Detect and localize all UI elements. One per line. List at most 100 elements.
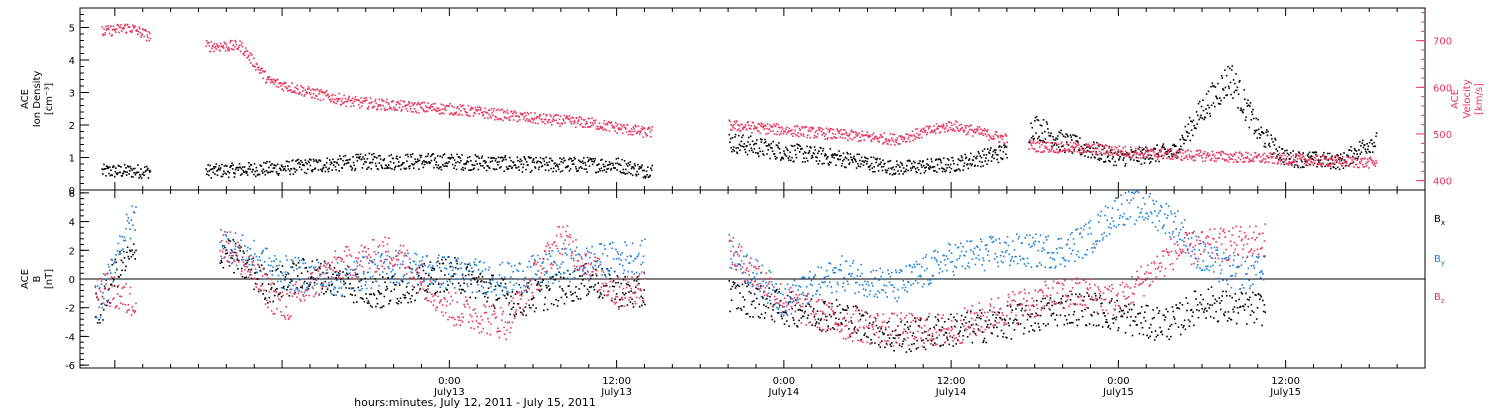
data-point-Bx bbox=[732, 286, 734, 288]
data-point-Bx bbox=[950, 314, 952, 316]
data-point-density bbox=[277, 164, 279, 166]
data-point-velocity bbox=[1203, 153, 1205, 155]
data-point-Bx bbox=[800, 310, 802, 312]
data-point-Bx bbox=[115, 262, 117, 264]
data-point-velocity bbox=[319, 91, 321, 93]
data-point-Bx bbox=[343, 281, 345, 283]
data-point-velocity bbox=[441, 112, 443, 114]
data-point-density bbox=[1214, 106, 1216, 108]
data-point-Bx bbox=[499, 298, 501, 300]
data-point-density bbox=[410, 154, 412, 156]
data-point-density bbox=[1196, 111, 1198, 113]
data-point-velocity bbox=[209, 45, 211, 47]
data-point-Bx bbox=[891, 342, 893, 344]
data-point-density bbox=[1369, 142, 1371, 144]
data-point-velocity bbox=[387, 102, 389, 104]
data-point-Bx bbox=[644, 304, 646, 306]
data-point-velocity bbox=[304, 94, 306, 96]
data-point-velocity bbox=[602, 127, 604, 129]
data-point-velocity bbox=[1317, 155, 1319, 157]
data-point-velocity bbox=[377, 106, 379, 108]
data-point-velocity bbox=[1056, 149, 1058, 151]
data-point-Bx bbox=[924, 331, 926, 333]
data-point-density bbox=[317, 161, 319, 163]
data-point-density bbox=[395, 166, 397, 168]
data-point-Bx bbox=[742, 296, 744, 298]
data-point-density bbox=[645, 177, 647, 179]
data-point-Bx bbox=[772, 319, 774, 321]
data-point-velocity bbox=[552, 120, 554, 122]
data-point-velocity bbox=[1228, 156, 1230, 158]
data-point-density bbox=[525, 159, 527, 161]
data-point-density bbox=[859, 160, 861, 162]
data-point-Bx bbox=[944, 321, 946, 323]
data-point-velocity bbox=[1060, 150, 1062, 152]
data-point-density bbox=[377, 169, 379, 171]
data-point-velocity bbox=[814, 135, 816, 137]
data-point-density bbox=[751, 147, 753, 149]
data-point-density bbox=[471, 169, 473, 171]
data-point-velocity bbox=[237, 49, 239, 51]
data-point-Bx bbox=[774, 321, 776, 323]
data-point-Bx bbox=[270, 289, 272, 291]
data-point-velocity bbox=[126, 32, 128, 34]
data-point-velocity bbox=[1304, 163, 1306, 165]
data-point-Bx bbox=[1084, 296, 1086, 298]
data-point-Bx bbox=[749, 291, 751, 293]
data-point-density bbox=[732, 149, 734, 151]
data-point-velocity bbox=[1313, 164, 1315, 166]
data-point-Bx bbox=[936, 337, 938, 339]
data-point-density bbox=[1364, 144, 1366, 146]
data-point-density bbox=[643, 170, 645, 172]
data-point-velocity bbox=[1166, 157, 1168, 159]
data-point-velocity bbox=[1209, 154, 1211, 156]
data-point-Bx bbox=[420, 277, 422, 279]
data-point-density bbox=[443, 165, 445, 167]
data-point-velocity bbox=[858, 132, 860, 134]
data-point-density bbox=[491, 160, 493, 162]
data-point-velocity bbox=[503, 111, 505, 113]
data-point-density bbox=[527, 164, 529, 166]
data-point-density bbox=[522, 171, 524, 173]
data-point-velocity bbox=[1139, 153, 1141, 155]
data-point-Bx bbox=[543, 310, 545, 312]
data-point-Bx bbox=[584, 285, 586, 287]
data-point-velocity bbox=[831, 128, 833, 130]
data-point-Bx bbox=[424, 290, 426, 292]
data-point-Bx bbox=[271, 287, 273, 289]
data-point-density bbox=[1111, 152, 1113, 154]
data-point-density bbox=[1211, 105, 1213, 107]
data-point-density bbox=[969, 158, 971, 160]
data-point-density bbox=[977, 165, 979, 167]
data-point-density bbox=[1265, 132, 1267, 134]
data-point-Bx bbox=[778, 312, 780, 314]
data-point-velocity bbox=[434, 103, 436, 105]
data-point-Bx bbox=[921, 340, 923, 342]
data-point-velocity bbox=[1278, 160, 1280, 162]
data-point-density bbox=[478, 169, 480, 171]
data-point-Bx bbox=[297, 275, 299, 277]
data-point-velocity bbox=[838, 132, 840, 134]
data-point-velocity bbox=[772, 126, 774, 128]
data-point-Bx bbox=[604, 295, 606, 297]
data-point-velocity bbox=[863, 139, 865, 141]
data-point-density bbox=[650, 168, 652, 170]
data-point-density bbox=[428, 153, 430, 155]
data-point-velocity bbox=[1154, 156, 1156, 158]
data-point-Bx bbox=[889, 337, 891, 339]
data-point-Bx bbox=[627, 304, 629, 306]
data-point-density bbox=[368, 166, 370, 168]
data-point-density bbox=[335, 166, 337, 168]
data-point-density bbox=[407, 154, 409, 156]
data-point-velocity bbox=[1065, 150, 1067, 152]
data-point-density bbox=[344, 163, 346, 165]
data-point-Bx bbox=[1042, 298, 1044, 300]
data-point-density bbox=[391, 168, 393, 170]
data-point-Bx bbox=[840, 312, 842, 314]
data-point-density bbox=[351, 169, 353, 171]
data-point-Bx bbox=[1096, 325, 1098, 327]
data-point-density bbox=[138, 177, 140, 179]
data-point-density bbox=[646, 170, 648, 172]
data-point-velocity bbox=[972, 135, 974, 137]
data-point-density bbox=[1257, 137, 1259, 139]
